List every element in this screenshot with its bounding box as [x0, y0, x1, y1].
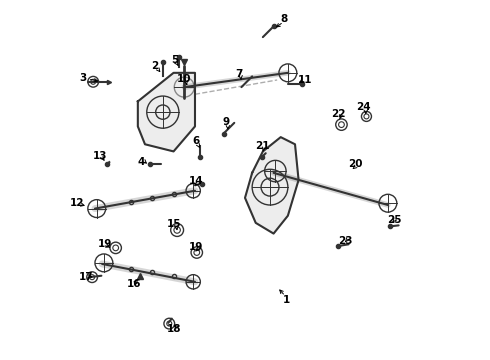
Text: 17: 17: [79, 272, 94, 282]
Text: 10: 10: [177, 74, 192, 84]
Text: 3: 3: [79, 73, 86, 83]
Text: 25: 25: [387, 215, 402, 225]
Text: 14: 14: [188, 176, 203, 186]
Text: 9: 9: [222, 117, 230, 127]
Text: 23: 23: [339, 236, 353, 246]
Polygon shape: [245, 137, 298, 234]
Text: 2: 2: [151, 61, 159, 71]
Text: 22: 22: [331, 109, 346, 119]
Text: 24: 24: [356, 102, 371, 112]
Text: 18: 18: [167, 324, 181, 334]
Polygon shape: [138, 73, 195, 152]
Text: 7: 7: [235, 68, 243, 78]
Text: 15: 15: [167, 219, 181, 229]
Text: 5: 5: [171, 55, 178, 65]
Text: 21: 21: [255, 141, 270, 151]
Text: 12: 12: [70, 198, 84, 208]
Text: 11: 11: [298, 75, 312, 85]
Text: 19: 19: [98, 239, 112, 249]
Text: 16: 16: [127, 279, 142, 289]
Text: 8: 8: [281, 14, 288, 23]
Text: 4: 4: [138, 157, 145, 167]
Text: 1: 1: [282, 295, 290, 305]
Text: 19: 19: [189, 242, 203, 252]
Text: 20: 20: [348, 159, 362, 169]
Text: 13: 13: [92, 151, 107, 161]
Text: 6: 6: [192, 136, 199, 147]
